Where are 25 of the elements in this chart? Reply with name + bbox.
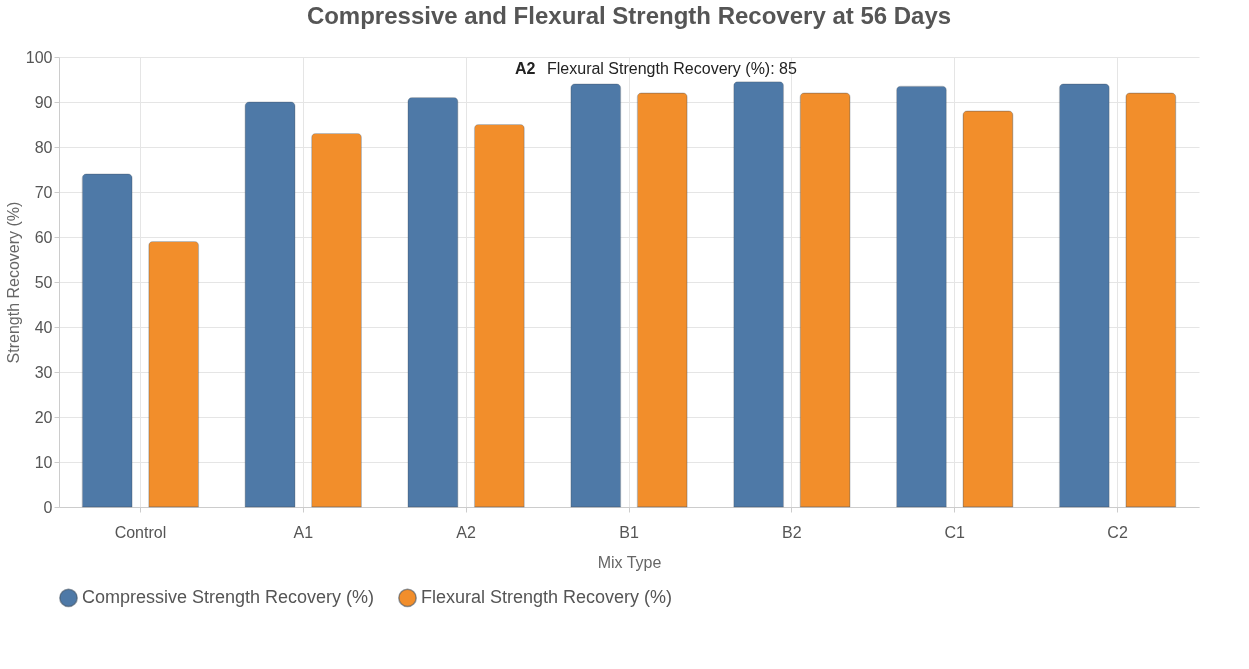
annotation: A2: [515, 60, 536, 77]
chart-title: Compressive and Flexural Strength Recovery at 56 Days: [306, 2, 952, 29]
y-tick-label: 90: [34, 93, 53, 111]
y-tick-label: 30: [34, 363, 53, 381]
y-tick-label: 0: [43, 498, 53, 516]
y-tick-label: 50: [34, 273, 53, 291]
y-tick-label: 40: [34, 318, 53, 336]
y-tick-label: 10: [34, 453, 53, 471]
y-tick-label: 70: [34, 183, 53, 201]
legend-label: Compressive Strength Recovery (%): [82, 586, 375, 607]
x-tick-label: Control: [114, 523, 167, 541]
x-tick-label: A2: [456, 523, 477, 541]
y-axis-title: Strength Recovery (%): [4, 201, 22, 364]
y-tick-label: 20: [34, 408, 53, 426]
x-tick-label: B2: [782, 523, 802, 541]
y-tick-label: 60: [34, 228, 53, 246]
x-tick-label: A1: [293, 523, 314, 541]
legend-label: Flexural Strength Recovery (%): [421, 586, 673, 607]
x-tick-label: C2: [1107, 523, 1128, 541]
y-tick-label: 80: [34, 138, 53, 156]
annotation: Flexural Strength Recovery (%): 85: [547, 60, 797, 77]
x-axis-title: Mix Type: [597, 553, 662, 571]
y-tick-label: 100: [25, 48, 53, 66]
x-tick-label: B1: [619, 523, 639, 541]
x-tick-label: C1: [944, 523, 966, 541]
